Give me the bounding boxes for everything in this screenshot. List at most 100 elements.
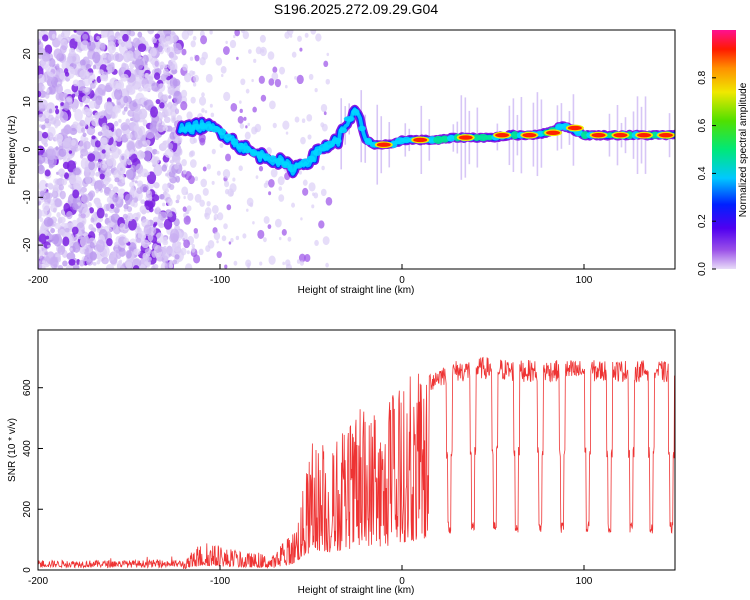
noise-speckle [170,57,176,63]
spectral-blob [274,157,284,166]
noise-speckle [321,165,325,171]
noise-speckle [135,92,145,105]
noise-speckle [57,264,64,269]
noise-speckle [144,99,154,111]
noise-speckle [106,62,116,73]
noise-speckle [233,34,236,39]
noise-speckle [81,95,91,104]
spectrogram-x-label: Height of straight line (km) [298,285,415,296]
noise-speckle [246,208,249,212]
noise-speckle [94,140,101,148]
noise-speckle [320,122,325,128]
noise-speckle [213,231,221,241]
noise-speckle [142,254,150,262]
noise-speckle [88,224,94,231]
noise-speckle [79,59,86,66]
noise-speckle [160,262,168,269]
noise-speckle [73,263,80,269]
noise-speckle [243,116,247,121]
noise-speckle [105,264,115,269]
noise-speckle [68,175,77,184]
noise-speckle [68,47,75,55]
spectral-blob [269,155,277,162]
noise-speckle [106,238,113,247]
noise-speckle [126,158,131,163]
noise-speckle [96,222,102,229]
noise-speckle [230,238,234,243]
noise-speckle [142,119,148,127]
y-tick-label: 600 [22,379,33,396]
noise-speckle [318,220,325,229]
noise-speckle [311,204,315,209]
spectral-blob [236,142,246,150]
noise-speckle [198,96,207,106]
noise-speckle [62,260,68,267]
noise-speckle [284,31,290,39]
noise-speckle [49,256,58,266]
noise-speckle [72,241,81,253]
noise-speckle [258,165,264,172]
noise-speckle [58,168,65,177]
noise-speckle [314,239,319,246]
noise-speckle [268,191,272,196]
noise-speckle [259,261,263,266]
snr-frame [37,329,676,571]
noise-speckle [162,94,169,102]
noise-speckle [69,247,73,251]
noise-speckle [92,51,101,64]
noise-speckle [114,92,121,100]
spectral-peak [637,132,652,138]
noise-speckle [99,137,108,145]
noise-speckle [115,249,120,254]
noise-speckle [182,206,187,212]
noise-speckle [89,82,96,89]
noise-speckle [248,49,252,54]
y-tick-label: 0 [22,567,33,573]
noise-speckle [144,200,154,211]
noise-speckle [46,244,51,248]
noise-speckle [126,212,134,222]
noise-speckle [123,208,127,212]
noise-speckle [99,173,105,180]
colorbar-label: Normalized spectral amplitude [738,82,749,217]
noise-speckle [186,111,193,120]
noise-speckle [107,53,115,62]
noise-speckle [122,262,126,267]
noise-speckle [38,241,42,248]
noise-speckle [174,108,180,115]
noise-speckle [229,183,237,193]
noise-speckle [162,140,168,146]
noise-speckle [153,182,160,189]
noise-speckle [68,259,76,266]
noise-speckle [38,233,47,245]
noise-speckle [136,187,143,194]
noise-speckle [59,228,66,236]
spectral-blob [199,122,207,130]
noise-speckle [315,33,322,42]
noise-speckle [38,73,45,84]
noise-speckle [291,202,296,208]
noise-speckle [71,93,76,98]
noise-speckle [38,200,42,206]
noise-speckle [176,194,181,201]
noise-speckle [88,190,96,199]
noise-speckle [117,149,122,155]
noise-speckle [71,226,79,235]
noise-speckle [122,110,126,116]
noise-speckle [106,154,114,167]
noise-speckle [216,170,221,176]
noise-speckle [136,225,140,230]
noise-speckle [253,58,257,63]
noise-speckle [285,263,292,269]
noise-speckle [170,31,176,36]
noise-speckle [270,168,278,178]
noise-speckle [186,205,192,212]
noise-speckle [244,131,251,140]
noise-speckle [300,217,303,221]
noise-speckle [132,49,142,60]
noise-speckle [87,202,92,208]
noise-speckle [42,34,49,42]
x-tick-label: -100 [210,275,230,286]
noise-speckle [121,179,126,184]
